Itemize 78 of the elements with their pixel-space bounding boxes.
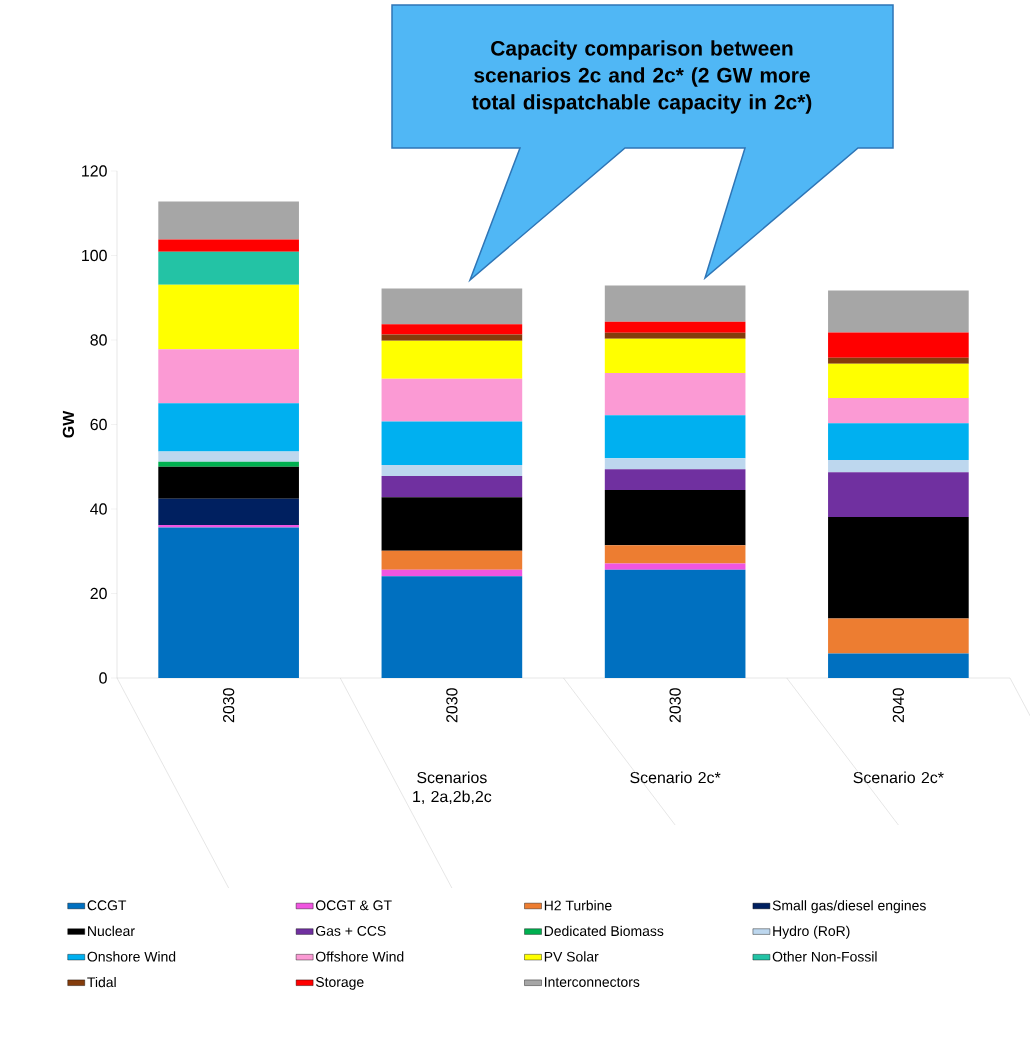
- bar: [604, 489, 746, 546]
- bar: [158, 461, 299, 467]
- legend-label: H2 Turbine: [544, 900, 612, 911]
- bar: [381, 465, 523, 477]
- legend-label: Dedicated Biomass: [544, 925, 664, 937]
- bar: [158, 239, 299, 252]
- legend-label: Interconnectors: [545, 977, 640, 987]
- bar: [158, 251, 299, 285]
- bar: [828, 517, 969, 619]
- bar: [604, 545, 746, 564]
- legend-label: Nuclear: [88, 925, 135, 937]
- legend-label: Small gas/diesel engines: [772, 900, 926, 914]
- x-tick-label: 2030: [222, 688, 235, 723]
- bar: [604, 321, 746, 333]
- bar: [158, 284, 299, 350]
- bar: [604, 569, 746, 678]
- bar: [828, 363, 969, 398]
- legend-label: Tidal: [87, 976, 116, 988]
- y-tick-label: 60: [90, 418, 107, 431]
- bar: [828, 397, 969, 424]
- bar: [158, 349, 299, 404]
- bar: [381, 476, 523, 498]
- bar: [381, 421, 523, 466]
- bar: [604, 372, 746, 416]
- x-tick-label: 2030: [446, 688, 458, 723]
- legend-label: Onshore Wind: [87, 951, 176, 962]
- bar: [828, 618, 969, 654]
- bar: [158, 527, 299, 678]
- legend-label: CCGT: [87, 900, 127, 911]
- bar: [604, 285, 746, 322]
- bar: [828, 290, 969, 333]
- bar: [828, 653, 969, 678]
- y-tick-label: 0: [99, 672, 107, 684]
- bar: [828, 472, 969, 518]
- y-axis-title: GW: [62, 410, 75, 438]
- bar: [158, 201, 299, 240]
- text: Scenario 2c*: [630, 771, 721, 784]
- bar: [381, 334, 523, 341]
- bar: [158, 451, 299, 462]
- legend-label: Hydro (RoR): [773, 925, 850, 939]
- bar: [828, 423, 969, 460]
- legend-label: PV Solar: [544, 951, 599, 962]
- legend-label: Gas + CCS: [316, 925, 386, 936]
- bar: [158, 525, 299, 528]
- bar: [604, 563, 746, 570]
- bar: [604, 415, 746, 459]
- text: Capacity comparison between scenarios 2c and 2c* (2 GW more total dispatchable capacity in 2c*): [471, 40, 812, 114]
- y-tick-label: 120: [82, 165, 107, 177]
- legend-label: OCGT & GT: [315, 900, 392, 911]
- bar: [381, 497, 523, 551]
- text: Scenarios 1, 2a,2b,2c: [413, 771, 492, 805]
- bar: [158, 498, 299, 526]
- bar: [604, 332, 746, 339]
- y-tick-label: 20: [90, 587, 107, 600]
- bar: [381, 324, 523, 335]
- legend-label: Other Non-Fossil: [772, 951, 877, 962]
- bar: [828, 459, 969, 473]
- bar: [381, 550, 523, 570]
- bar: [158, 403, 299, 452]
- bar: [381, 378, 523, 422]
- bar: [828, 357, 969, 364]
- legend-label: Offshore Wind: [315, 951, 404, 962]
- bar: [828, 332, 969, 358]
- bar: [158, 466, 299, 499]
- y-tick-label: 100: [82, 249, 107, 262]
- y-tick-label: 40: [90, 503, 107, 515]
- bar: [381, 288, 523, 325]
- bar: [381, 340, 523, 379]
- bar: [381, 569, 523, 577]
- bar: [604, 458, 746, 470]
- x-tick-label: 2040: [892, 688, 905, 723]
- x-tick-label: 2030: [669, 688, 681, 723]
- y-tick-label: 80: [90, 334, 107, 346]
- text: Scenario 2c*: [853, 771, 944, 784]
- bar: [604, 469, 746, 490]
- legend-label: Storage: [315, 977, 364, 990]
- bar: [381, 576, 523, 678]
- bar: [604, 338, 746, 373]
